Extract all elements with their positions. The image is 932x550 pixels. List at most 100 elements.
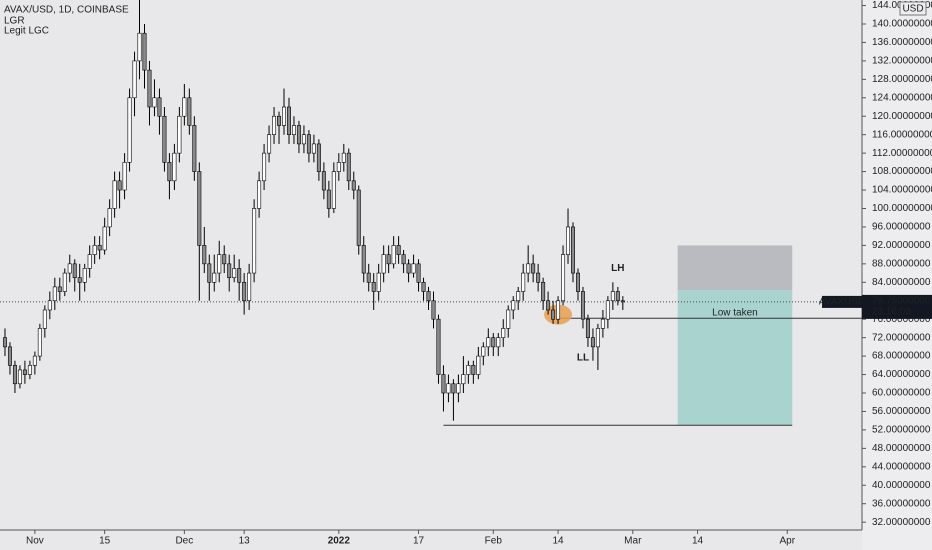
- candle-body: [157, 97, 162, 117]
- y-tick-label: 64.00000000: [872, 369, 931, 380]
- candle-body: [122, 162, 127, 191]
- candle-body: [102, 226, 107, 251]
- y-tick-label: 52.00000000: [872, 425, 931, 436]
- candle-body: [575, 272, 580, 292]
- candle-body: [77, 277, 82, 283]
- target-zone: [677, 290, 793, 426]
- candle-body: [551, 309, 556, 320]
- candle-body: [167, 162, 172, 182]
- candle-body: [316, 143, 321, 172]
- x-tick-label: 2022: [328, 536, 351, 547]
- candle-body: [411, 263, 416, 274]
- annotation: LL: [577, 353, 589, 364]
- candle-body: [501, 328, 506, 338]
- candle-body: [486, 337, 491, 348]
- candle-body: [62, 272, 67, 292]
- candle-body: [152, 97, 157, 108]
- candle-body: [222, 254, 227, 265]
- candle-body: [351, 180, 356, 191]
- y-tick-label: 88.00000000: [872, 258, 931, 269]
- y-tick-label: 112.00000000: [872, 148, 932, 159]
- candle-body: [192, 125, 197, 172]
- candle-body: [556, 300, 561, 320]
- y-tick-label: 92.00000000: [872, 240, 931, 251]
- candle-body: [127, 97, 132, 163]
- candle-body: [217, 254, 222, 274]
- y-tick-label: 104.00000000: [872, 185, 932, 196]
- candle-body: [7, 346, 12, 366]
- candle-body: [197, 171, 202, 246]
- candle-body: [37, 328, 42, 357]
- candle-body: [277, 115, 282, 126]
- candle-body: [341, 152, 346, 163]
- indicator-name: LGR: [4, 16, 25, 27]
- candle-body: [436, 318, 441, 375]
- candle-body: [2, 337, 7, 348]
- candle-body: [42, 309, 47, 329]
- candle-body: [227, 263, 232, 278]
- y-tick-label: 120.00000000: [872, 111, 932, 122]
- indicator-name: Legit LGC: [4, 26, 49, 37]
- candle-body: [401, 254, 406, 265]
- candle-body: [620, 300, 625, 303]
- candle-body: [291, 125, 296, 135]
- level-label: Low taken: [712, 307, 758, 318]
- price-label: 79.75000000: [872, 296, 931, 307]
- y-tick-label: 32.00000000: [872, 517, 931, 528]
- x-tick-label: 15: [99, 536, 111, 547]
- candle-body: [132, 60, 137, 99]
- y-tick-label: 36.00000000: [872, 498, 931, 509]
- x-tick-label: Nov: [26, 536, 44, 547]
- y-tick-label: 84.00000000: [872, 277, 931, 288]
- chart-title: AVAX/USD, 1D, COINBASE: [4, 5, 129, 16]
- candle-body: [496, 337, 501, 348]
- candle-body: [147, 69, 152, 108]
- candle-body: [262, 152, 267, 182]
- y-tick-label: 44.00000000: [872, 461, 931, 472]
- y-tick-label: 116.00000000: [872, 129, 932, 140]
- candle-body: [585, 318, 590, 338]
- candle-body: [541, 281, 546, 302]
- candle-body: [272, 115, 277, 135]
- candle-body: [536, 272, 541, 283]
- candle-body: [257, 180, 262, 209]
- candle-body: [416, 263, 421, 283]
- price-tag: [862, 294, 932, 319]
- candle-body: [531, 263, 536, 274]
- candle-body: [92, 245, 97, 255]
- candle-body: [137, 32, 142, 62]
- candle-body: [107, 208, 112, 228]
- candle-body: [22, 369, 27, 375]
- candle-body: [27, 365, 32, 375]
- candle-body: [207, 263, 212, 283]
- candle-body: [142, 32, 147, 71]
- symbol-tag: [822, 295, 862, 308]
- candle-body: [615, 291, 620, 302]
- candle-body: [600, 318, 605, 329]
- candle-body: [82, 268, 87, 283]
- symbol-label: AVAXUSD: [819, 297, 865, 308]
- candle-body: [471, 365, 476, 375]
- price-scale: [862, 0, 932, 550]
- candle-body: [346, 152, 351, 182]
- candle-body: [461, 374, 466, 385]
- candle-body: [286, 106, 291, 135]
- candle-body: [212, 272, 217, 283]
- candle-body: [187, 97, 192, 126]
- candle-body: [506, 309, 511, 329]
- y-tick-label: 72.00000000: [872, 332, 931, 343]
- x-tick-label: 17: [413, 536, 425, 547]
- candle-body: [72, 263, 77, 278]
- candle-body: [47, 300, 52, 311]
- y-tick-label: 96.00000000: [872, 222, 931, 233]
- currency-label: USD: [902, 4, 923, 15]
- candle-body: [301, 134, 306, 145]
- candle-body: [177, 115, 182, 154]
- y-tick-label: 40.00000000: [872, 480, 931, 491]
- candle-body: [306, 134, 311, 154]
- candle-body: [456, 383, 461, 394]
- candle-body: [336, 162, 341, 172]
- candle-body: [17, 369, 22, 385]
- candle-body: [516, 291, 521, 302]
